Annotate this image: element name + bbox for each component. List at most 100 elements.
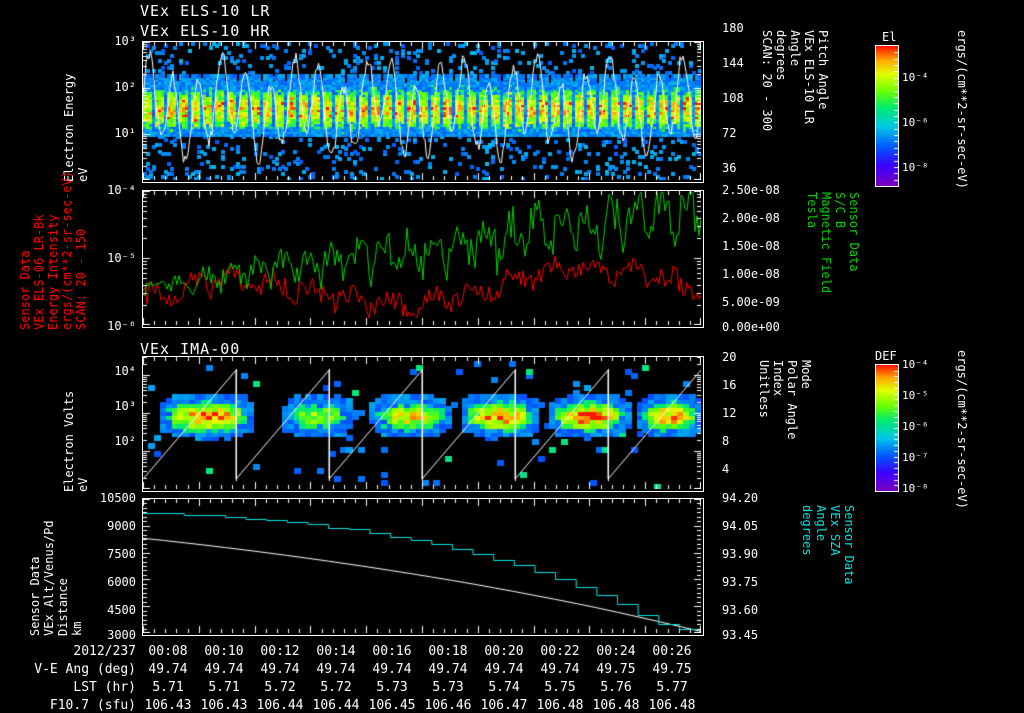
bottom-cell-r0-c5: 00:18	[428, 644, 468, 659]
bottom-cell-r3-c4: 106.45	[368, 698, 416, 713]
bottom-cell-r1-c6: 49.74	[484, 662, 524, 677]
bottom-cell-r2-c6: 5.74	[488, 680, 520, 695]
panel1-title-hr: VEx ELS-10 HR	[140, 22, 271, 40]
bottom-cell-r1-c0: 49.74	[148, 662, 188, 677]
panel2-left-axis-line1: Sensor Data	[18, 250, 32, 330]
panel2-rtick-0: 2.50e-08	[722, 183, 780, 197]
panel1-rtick-3: 72	[722, 126, 737, 140]
bottom-cell-r3-c7: 106.48	[536, 698, 584, 713]
bottom-cell-r1-c5: 49.74	[428, 662, 468, 677]
panel4-left-axis-line3: Distance	[56, 578, 70, 636]
bottom-cell-r3-c5: 106.46	[424, 698, 472, 713]
panel2-rtick-4: 5.00e-09	[722, 295, 780, 309]
panel2-left-axis-line2: VEx ELS-06 LR-Bk	[32, 214, 46, 330]
ima-spectrogram-canvas	[143, 357, 701, 489]
bottom-cell-r2-c2: 5.72	[264, 680, 296, 695]
bottom-cell-r2-c1: 5.71	[208, 680, 240, 695]
bottom-cell-r0-c4: 00:16	[372, 644, 412, 659]
panel1-ytick-0: 10³	[114, 34, 136, 48]
panel3-cbtick-4: 10⁻⁸	[902, 482, 929, 495]
panel4-right-axis-line2: VEx SZA	[828, 505, 842, 556]
bottom-cell-r3-c3: 106.44	[312, 698, 360, 713]
energy-bfield-canvas	[143, 191, 701, 325]
bottom-cell-r3-c6: 106.47	[480, 698, 528, 713]
panel3-left-axis-line1: Electron Volts	[62, 390, 76, 492]
els-spectrogram-canvas	[143, 42, 701, 180]
bottom-row-label-3: F10.7 (sfu)	[49, 698, 136, 713]
panel1-rtick-1: 144	[722, 56, 744, 70]
panel2-right-axis-line2: S/C B	[833, 192, 847, 229]
panel4-ytick-3: 6000	[107, 575, 136, 589]
panel3-rtick-0: 20	[722, 350, 737, 364]
panel4-left-axis-line2: VEx Alt/Venus/Pd	[42, 520, 56, 636]
panel3-ytick-2: 10²	[114, 434, 136, 448]
bottom-row-label-1: V-E Ang (deg)	[34, 662, 136, 677]
altitude-sza-canvas	[143, 499, 701, 633]
panel3-right-axis-line4: Unitless	[757, 360, 771, 418]
panel2-ytick-2: 10⁻⁶	[107, 319, 136, 333]
bottom-cell-r2-c9: 5.77	[656, 680, 688, 695]
panel4-ytick-4: 4500	[107, 603, 136, 617]
panel3-colorbar-title: DEF	[875, 349, 897, 363]
bottom-cell-r2-c3: 5.72	[320, 680, 352, 695]
panel-els-spectrogram[interactable]	[142, 41, 704, 183]
panel3-rtick-1: 16	[722, 378, 737, 392]
panel1-right-axis-line2: VEx ELS-10 LR	[802, 30, 816, 124]
panel2-right-axis-label: Tesla Magnetic Field S/C B Sensor Data	[805, 192, 861, 327]
panel4-rtick-1: 94.05	[722, 519, 759, 533]
panel3-left-axis-label: Electron Volts eV	[62, 356, 90, 492]
panel2-left-axis-line3: Energy Intensity	[46, 214, 60, 330]
panel4-right-axis-label: degrees Angle VEx SZA Sensor Data	[800, 505, 856, 635]
bottom-cell-r3-c9: 106.48	[648, 698, 696, 713]
panel4-left-axis-line1: Sensor Data	[28, 556, 42, 636]
bottom-cell-r1-c2: 49.74	[260, 662, 300, 677]
panel4-rtick-0: 94.20	[722, 491, 759, 505]
bottom-cell-r1-c8: 49.75	[596, 662, 636, 677]
panel4-rtick-3: 93.75	[722, 575, 759, 589]
panel3-ytick-0: 10⁴	[114, 364, 136, 378]
panel3-left-axis-line2: eV	[76, 477, 90, 492]
panel-ima-spectrogram[interactable]	[142, 356, 704, 492]
panel4-rtick-4: 93.60	[722, 603, 759, 617]
panel1-ytick-2: 10¹	[114, 126, 136, 140]
bottom-cell-r1-c1: 49.74	[204, 662, 244, 677]
bottom-row-label-0: 2012/237	[73, 644, 136, 659]
panel3-colorbar-unit: ergs/(cm**2-sr-sec-eV)	[955, 350, 969, 509]
panel-altitude-sza[interactable]	[142, 498, 704, 636]
panel1-right-axis-line5: SCAN: 20 - 300	[760, 30, 774, 132]
panel1-colorbar-unit-text: ergs/(cm**2-sr-sec-eV)	[955, 30, 969, 189]
panel1-right-axis-line3: Angle	[788, 30, 802, 67]
panel1-cbtick-1: 10⁻⁶	[902, 116, 929, 129]
panel3-right-axis-label: Unitless Index Polar Angle Mode	[757, 360, 813, 490]
bottom-cell-r3-c2: 106.44	[256, 698, 304, 713]
bottom-cell-r2-c4: 5.73	[376, 680, 408, 695]
panel2-ytick-0: 10⁻⁴	[107, 183, 136, 197]
panel1-left-axis-label: Electron Energy eV	[62, 40, 90, 182]
bottom-cell-r2-c0: 5.71	[152, 680, 184, 695]
bottom-cell-r1-c3: 49.74	[316, 662, 356, 677]
panel3-rtick-3: 8	[722, 434, 730, 448]
bottom-cell-r0-c0: 00:08	[148, 644, 188, 659]
panel1-colorbar-title: El	[882, 30, 897, 44]
bottom-cell-r3-c8: 106.48	[592, 698, 640, 713]
bottom-cell-r2-c5: 5.73	[432, 680, 464, 695]
bottom-cell-r0-c7: 00:22	[540, 644, 580, 659]
panel2-left-axis-label: Sensor Data VEx ELS-06 LR-Bk Energy Inte…	[18, 171, 88, 330]
panel3-right-axis-line1: Mode	[799, 360, 813, 389]
panel3-colorbar-unit-text: ergs/(cm**2-sr-sec-eV)	[955, 350, 969, 509]
panel1-left-axis-line2: eV	[76, 167, 90, 182]
panel4-ytick-2: 7500	[107, 547, 136, 561]
panel3-cbtick-3: 10⁻⁷	[902, 451, 929, 464]
panel3-cbtick-1: 10⁻⁵	[902, 389, 929, 402]
bottom-row-label-2: LST (hr)	[73, 680, 136, 695]
bottom-cell-r3-c0: 106.43	[144, 698, 192, 713]
bottom-cell-r0-c3: 00:14	[316, 644, 356, 659]
panel3-right-axis-line3: Index	[771, 360, 785, 397]
panel-energy-bfield[interactable]	[142, 190, 704, 328]
panel4-rtick-5: 93.45	[722, 628, 759, 642]
panel1-rtick-2: 108	[722, 91, 744, 105]
panel1-cbtick-0: 10⁻⁴	[902, 71, 929, 84]
bottom-cell-r2-c7: 5.75	[544, 680, 576, 695]
bottom-cell-r0-c8: 00:24	[596, 644, 636, 659]
bottom-cell-r0-c1: 00:10	[204, 644, 244, 659]
